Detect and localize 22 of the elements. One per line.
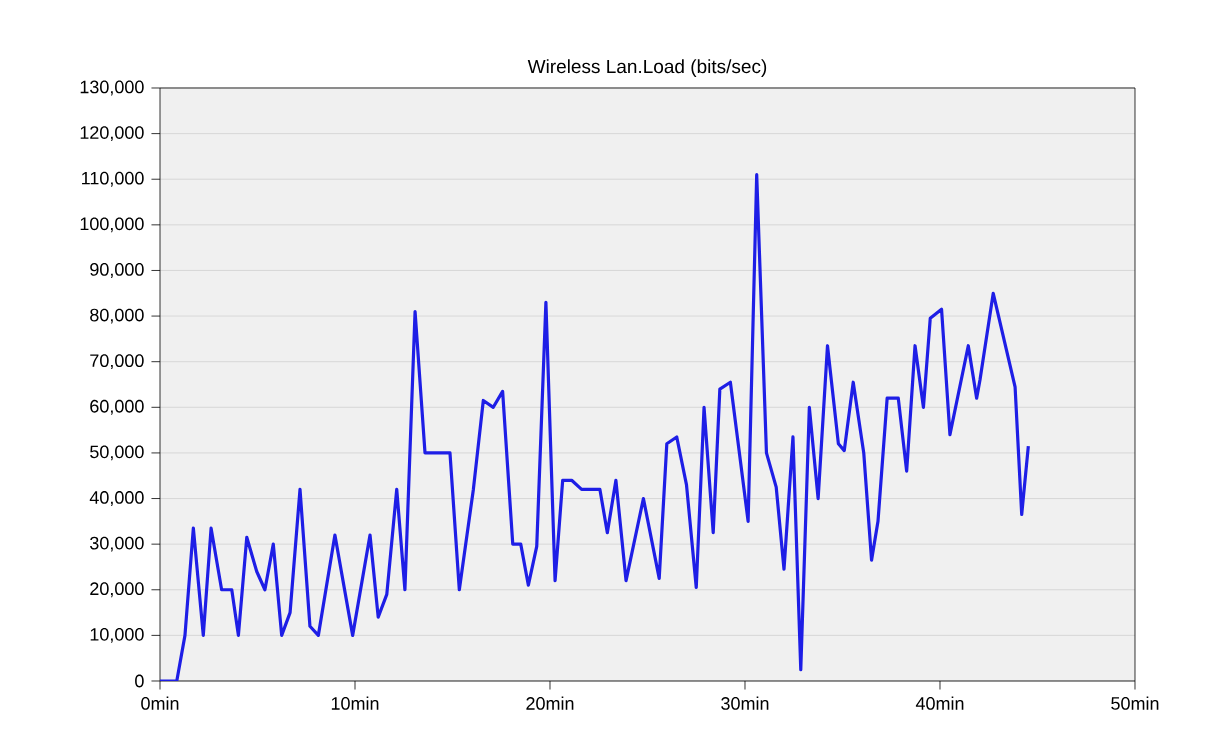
- x-tick-label: 40min: [915, 696, 964, 710]
- y-tick-label: 20,000: [90, 582, 144, 598]
- y-tick-label: 30,000: [90, 536, 144, 552]
- y-tick-label: 10,000: [90, 627, 144, 643]
- y-tick-label: 40,000: [89, 491, 144, 506]
- y-tick-label: 80,000: [90, 308, 144, 324]
- x-tick-label: 10min: [331, 696, 379, 710]
- x-tick-label: 20min: [526, 696, 574, 710]
- y-tick-label: 110,000: [82, 171, 144, 187]
- y-tick-label: 120,000: [80, 126, 144, 142]
- y-tick-label: 60,000: [90, 399, 144, 415]
- x-tick-label: 50min: [1111, 696, 1159, 710]
- y-tick-label: 90,000: [90, 263, 144, 278]
- y-tick-label: 100,000: [80, 217, 144, 233]
- y-tick-label: 50,000: [90, 445, 144, 461]
- y-tick-label: 0: [135, 674, 144, 688]
- x-tick-label: 0min: [141, 696, 179, 710]
- chart-title: Wireless Lan.Load (bits/sec): [527, 59, 767, 77]
- line-series: [160, 173, 1030, 681]
- y-tick-label: 130,000: [80, 80, 144, 96]
- y-tick-label: 70,000: [90, 354, 144, 370]
- x-tick-label: 30min: [721, 696, 769, 710]
